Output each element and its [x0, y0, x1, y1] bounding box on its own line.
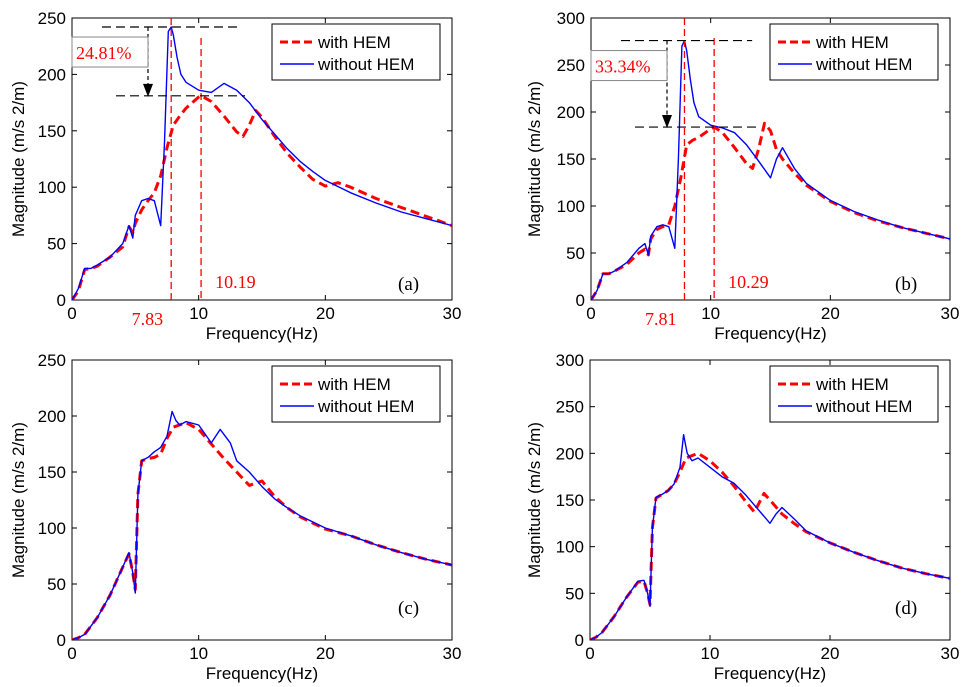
x-tick-label: 30	[443, 304, 462, 323]
y-tick-label: 0	[575, 631, 584, 650]
plot-frame	[71, 17, 453, 301]
legend: with HEM without HEM	[271, 23, 441, 81]
y-tick-label: 50	[565, 584, 584, 603]
legend: with HEM without HEM	[769, 23, 939, 81]
y-tick-label: 150	[38, 122, 66, 141]
legend-entry: with HEM	[317, 33, 391, 52]
chart-panel-2: 0 10 20 30050100150200250300Frequency(Hz)Ma…	[525, 9, 959, 343]
x-tick-label: 0	[67, 304, 76, 323]
legend-box	[271, 23, 441, 81]
y-tick-label: 150	[556, 491, 584, 510]
chart-panel-1: 0 10 20 30 0 50 100 150 200 250 Frequency(Hz) Magni…	[9, 9, 461, 343]
y-axis-label: Magnitude (m/s 2/m)	[525, 81, 544, 237]
plot-frame	[71, 359, 453, 641]
legend-entry: with HEM	[815, 375, 889, 394]
y-tick-label: 250	[38, 9, 66, 28]
x-tick-label: 0	[67, 644, 76, 663]
y-tick-label: 300	[557, 9, 585, 28]
series-line-with-hem	[72, 421, 452, 640]
y-tick-label: 100	[38, 178, 66, 197]
x-tick-label: 20	[821, 644, 840, 663]
y-axis-label: Magnitude (m/s 2/m)	[525, 422, 544, 578]
legend-entry: with HEM	[815, 33, 889, 52]
peak-with-frequency: 10.29	[728, 272, 769, 292]
chart-panel-3: 0 10 20 30 0 50 100 150 200 250 Frequency(Hz) Magni…	[9, 351, 461, 683]
legend-entry: without HEM	[317, 397, 414, 416]
y-tick-label: 100	[556, 538, 584, 557]
x-tick-label: 0	[586, 304, 595, 323]
legend: with HEM without HEM	[769, 365, 939, 423]
legend-box	[769, 23, 939, 81]
x-axis-label: Frequency(Hz)	[206, 324, 318, 343]
x-tick-label: 0	[585, 644, 594, 663]
reduction-box	[590, 50, 668, 82]
x-axis-label: Frequency(Hz)	[206, 664, 318, 683]
y-tick-label: 300	[556, 351, 584, 370]
y-tick-label: 200	[38, 65, 66, 84]
y-tick-label: 200	[556, 444, 584, 463]
x-tick-label: 30	[941, 304, 960, 323]
series-line-without-hem	[72, 26, 452, 300]
peak-without-frequency: 7.83	[132, 309, 164, 329]
x-tick-label: 10	[701, 304, 720, 323]
x-tick-label: 20	[316, 304, 335, 323]
y-axis-label: Magnitude (m/s 2/m)	[9, 422, 28, 578]
y-tick-label: 100	[38, 519, 66, 538]
y-tick-label: 0	[57, 291, 66, 310]
y-tick-label: 250	[38, 351, 66, 370]
y-tick-label: 250	[557, 56, 585, 75]
series-line-with-hem	[72, 94, 452, 300]
y-tick-label: 0	[576, 291, 585, 310]
peak-with-frequency: 10.19	[215, 272, 256, 292]
series-line-without-hem	[72, 410, 452, 640]
x-axis-label: Frequency(Hz)	[714, 324, 826, 343]
legend-entry: with HEM	[317, 375, 391, 394]
panel-label: (c)	[398, 598, 419, 619]
y-axis-label: Magnitude (m/s 2/m)	[9, 81, 28, 237]
x-tick-label: 30	[941, 644, 960, 663]
legend-entry: without HEM	[815, 397, 912, 416]
series-line-with-hem	[591, 121, 950, 300]
x-tick-label: 10	[189, 644, 208, 663]
y-tick-label: 0	[57, 631, 66, 650]
chart-panel-4: 0 10 20 30050100150200250300Frequency(Hz)Ma…	[525, 351, 959, 683]
y-tick-label: 100	[557, 197, 585, 216]
reduction-box	[71, 36, 149, 68]
panel-label: (a)	[398, 274, 419, 295]
y-tick-label: 200	[38, 407, 66, 426]
legend-entry: without HEM	[815, 55, 912, 74]
peak-annotations: 33.34% 7.81 10.29	[590, 18, 769, 329]
y-tick-label: 250	[556, 398, 584, 417]
peak-without-frequency: 7.81	[645, 309, 677, 329]
y-tick-label: 150	[38, 463, 66, 482]
x-tick-label: 20	[821, 304, 840, 323]
peak-annotations: 24.81% 7.83 10.19	[71, 18, 256, 329]
legend-box	[271, 365, 441, 423]
panel-label: (d)	[895, 598, 917, 619]
y-tick-label: 150	[557, 150, 585, 169]
x-tick-label: 10	[189, 304, 208, 323]
y-tick-label: 50	[47, 235, 66, 254]
y-tick-label: 50	[566, 244, 585, 263]
x-tick-label: 10	[701, 644, 720, 663]
x-axis-label: Frequency(Hz)	[714, 664, 826, 683]
series-line-without-hem	[590, 434, 950, 640]
legend-box	[769, 365, 939, 423]
y-tick-label: 50	[47, 575, 66, 594]
panel-label: (b)	[895, 274, 917, 295]
legend-entry: without HEM	[317, 55, 414, 74]
series-line-without-hem	[591, 39, 950, 300]
reduction-arrow-head	[143, 83, 153, 97]
reduction-arrow-head	[662, 115, 672, 129]
reduction-percent: 33.34%	[595, 57, 651, 77]
x-tick-label: 20	[316, 644, 335, 663]
y-tick-label: 200	[557, 103, 585, 122]
legend: with HEM without HEM	[271, 365, 441, 423]
x-tick-label: 30	[443, 644, 462, 663]
reduction-percent: 24.81%	[76, 43, 132, 63]
